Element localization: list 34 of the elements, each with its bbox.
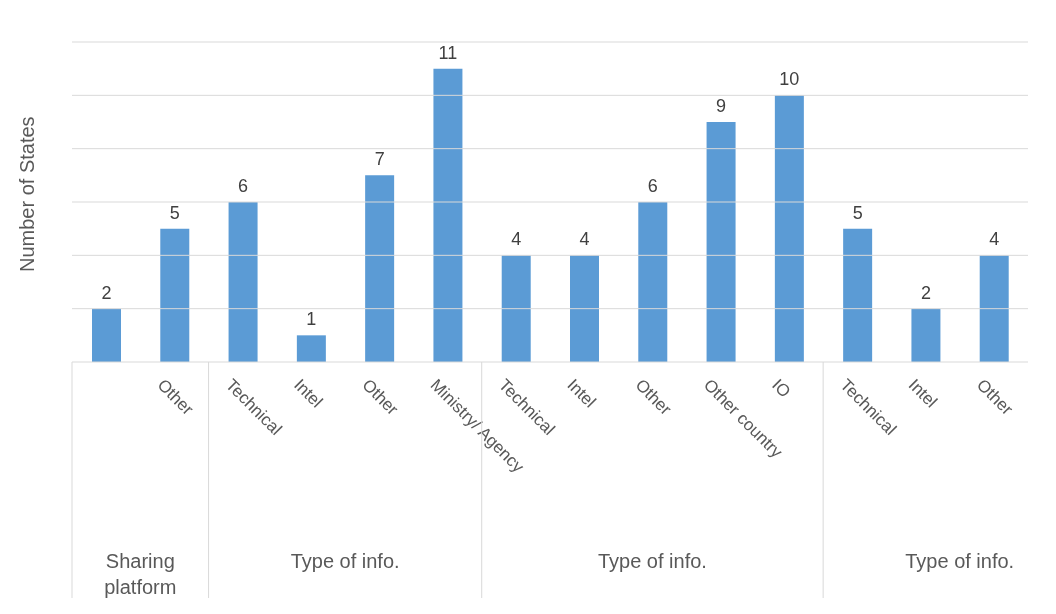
bar [160, 228, 190, 362]
bar [365, 175, 395, 362]
bar [296, 335, 326, 362]
bar [638, 202, 668, 362]
data-label: 4 [579, 229, 590, 250]
bar [911, 308, 941, 362]
bar [979, 255, 1009, 362]
bar [92, 308, 121, 362]
data-label: 6 [238, 176, 249, 196]
y-axis-title: Number of States [16, 116, 39, 272]
data-label: 9 [716, 96, 727, 116]
data-label: 2 [101, 282, 112, 303]
bar [228, 202, 258, 362]
bar [570, 255, 599, 362]
text: Type of info. [596, 549, 708, 574]
data-label: 5 [852, 202, 863, 223]
data-label: 1 [306, 309, 317, 330]
text: Sharing platform [103, 549, 178, 600]
bar [501, 255, 531, 362]
bar [706, 122, 736, 362]
data-label: 2 [920, 282, 931, 303]
data-label: 7 [374, 149, 385, 170]
data-label: 5 [169, 202, 180, 223]
data-label: 11 [438, 42, 458, 63]
data-label: 4 [989, 229, 1000, 250]
bar [843, 228, 873, 362]
bar [774, 95, 804, 362]
text: Type of info. [904, 549, 1016, 574]
data-label: 4 [511, 229, 522, 250]
x-tick-label: IO [768, 375, 795, 402]
text: Type of info. [289, 549, 401, 574]
data-label: 10 [779, 69, 800, 90]
data-label: 6 [647, 176, 658, 196]
bar [433, 68, 463, 362]
